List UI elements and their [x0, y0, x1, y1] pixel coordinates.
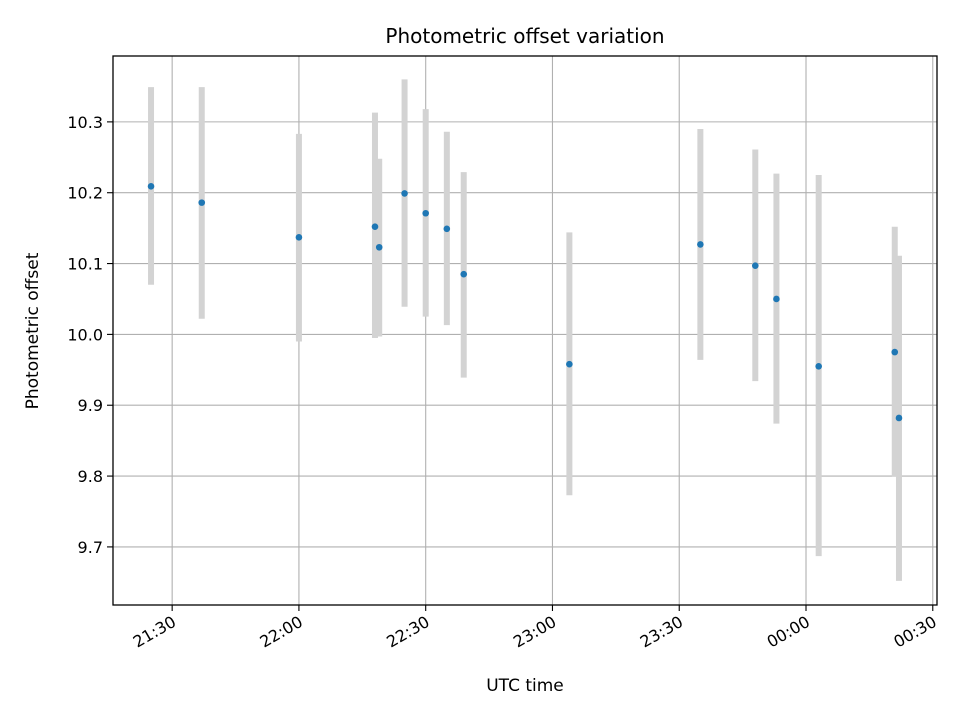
y-tick-label: 10.2: [67, 184, 103, 203]
data-point: [891, 348, 899, 356]
y-tick-label: 10.3: [67, 113, 103, 132]
data-point: [443, 225, 451, 233]
data-point: [375, 243, 383, 251]
marker-layer: [147, 183, 903, 422]
data-point: [147, 183, 155, 190]
x-axis-title: UTC time: [486, 676, 564, 696]
y-tick-label: 9.9: [78, 396, 103, 415]
data-point: [401, 190, 408, 197]
data-point: [566, 360, 573, 368]
y-tick-label: 9.7: [78, 538, 103, 557]
chart-title: Photometric offset variation: [385, 24, 664, 48]
data-point: [697, 241, 704, 248]
data-point: [751, 262, 759, 269]
data-point: [198, 199, 206, 206]
data-point: [295, 234, 303, 241]
data-point: [773, 295, 780, 303]
data-point: [422, 209, 429, 217]
data-point: [815, 362, 822, 370]
data-point: [371, 223, 379, 231]
data-point: [460, 270, 468, 278]
data-point: [895, 414, 903, 422]
y-tick-label: 10.0: [67, 325, 103, 344]
y-tick-label: 10.1: [67, 255, 103, 274]
y-axis-title: Photometric offset: [23, 252, 43, 409]
y-tick-label: 9.8: [78, 467, 103, 486]
plot-frame: [112, 55, 938, 606]
